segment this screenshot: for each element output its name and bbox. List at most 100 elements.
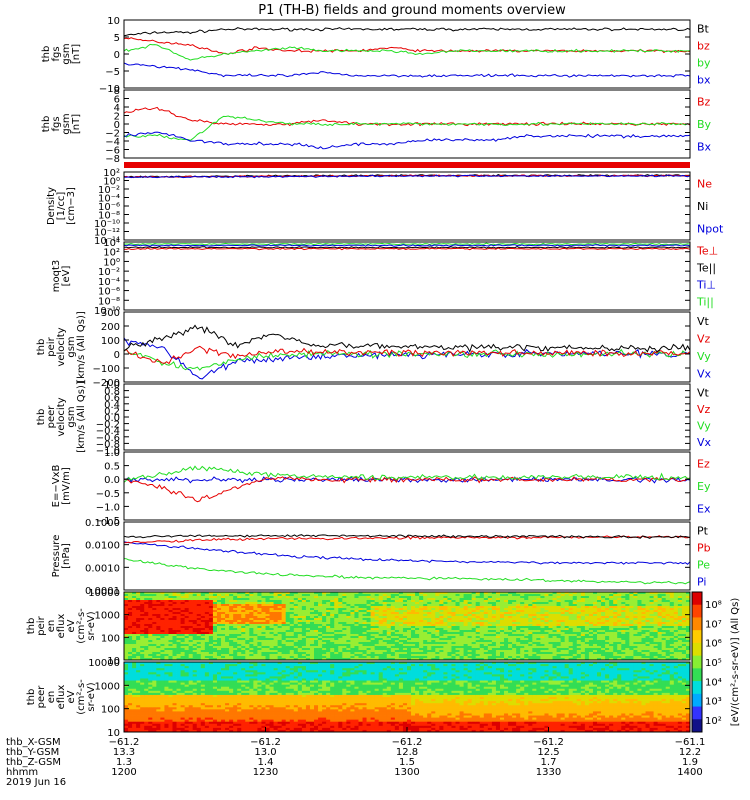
spectrogram-cell [407,624,412,627]
spectrogram-cell [512,642,517,645]
spectrogram-cell [520,614,525,617]
legend-entry: bz [697,40,710,53]
spectrogram-cell [532,656,537,659]
spectrogram-cell [196,638,202,641]
spectrogram-cell [140,628,145,631]
spectrogram-cell [520,600,525,603]
spectrogram-cell [544,640,549,643]
spectrogram-cell [305,630,311,633]
spectrogram-cell [314,642,319,645]
spectrogram-cell [334,650,339,653]
ytick-label: 0.2 [104,406,120,417]
spectrogram-cell [225,644,230,647]
spectrogram-cell [374,644,380,647]
spectrogram-cell [188,604,194,607]
spectrogram-cell [560,654,566,657]
spectrogram-cell [588,656,594,659]
spectrogram-cell [516,636,521,639]
spectrogram-cell [540,640,545,643]
spectrogram-cell [204,606,210,609]
spectrogram-cell [212,606,218,609]
spectrogram-cell [140,592,145,595]
spectrogram-cell [136,658,141,661]
legend-entry: Vt [697,315,710,328]
spectrogram-cell [309,648,315,651]
spectrogram-cell [273,632,279,635]
spectrogram-cell [588,616,594,619]
spectrogram-cell [285,606,291,609]
spectrogram-cell [560,646,566,649]
spectrogram-cell [597,626,602,629]
spectrogram-cell [601,602,606,605]
spectrogram-cell [124,644,129,647]
spectrogram-cell [297,648,303,651]
ylabel-line: thb [36,339,47,356]
spectrogram-cell [322,636,327,639]
spectrogram-cell [613,612,618,615]
spectrogram-cell [212,654,218,657]
spectrogram-cell [249,652,254,655]
spectrogram-cell [495,624,501,627]
spectrogram-cell [491,598,497,601]
spectrogram-cell [273,610,279,613]
spectrogram-cell [459,628,464,631]
spectrogram-cell [192,658,198,661]
spectrogram-cell [402,630,408,633]
spectrogram-cell [576,618,582,621]
spectrogram-cell [184,658,190,661]
spectrogram-cell [447,610,452,613]
spectrogram-cell [326,640,331,643]
spectrogram-cell [415,638,420,641]
spectrogram-cell [322,612,327,615]
spectrogram-cell [419,612,424,615]
ylabel-line: peir [46,336,57,356]
spectrogram-cell [281,604,287,607]
spectrogram-cell [253,604,258,607]
spectrogram-cell [467,596,473,599]
spectrogram-cell [362,636,367,639]
spectrogram-cell [479,658,485,661]
spectrogram-cell [164,654,169,657]
spectrogram-cell [216,608,222,611]
spectrogram-cell [455,616,460,619]
spectrogram-cell [402,608,408,611]
spectrogram-cell [540,642,545,645]
spectrogram-cell [229,642,234,645]
spectrogram-cell [354,592,359,595]
spectrogram-cell [499,640,505,643]
spectrogram-cell [342,622,347,625]
spectrogram-cell [216,616,222,619]
spectrogram-cell [475,636,481,639]
spectrogram-cell [435,608,440,611]
spectrogram-cell [229,648,234,651]
spectrogram-cell [297,622,303,625]
spectrogram-cell [536,596,541,599]
spectrogram-cell [342,644,347,647]
spectrogram-cell [309,598,315,601]
spectrogram-cell [342,634,347,637]
spectrogram-cell [374,636,380,639]
spectrogram-cell [483,600,489,603]
spectrogram-cell [334,632,339,635]
ytick-label: 8 [114,86,120,97]
spectrogram-cell [140,614,145,617]
spectrogram-cell [564,628,570,631]
spectrogram-cell [540,650,545,653]
spectrogram-cell [330,646,335,649]
spectrogram-cell [386,596,392,599]
spectrogram-cell [398,644,404,647]
spectrogram-cell [390,598,396,601]
spectrogram-cell [576,656,582,659]
spectrogram-cell [225,654,230,657]
spectrogram-cell [471,634,477,637]
spectrogram-cell [168,596,173,599]
spectrogram-cell [305,624,311,627]
spectrogram-cell [621,596,626,599]
spectrogram-cell [455,644,460,647]
spectrogram-cell [330,636,335,639]
spectrogram-cell [592,598,598,601]
spectrogram-cell [439,642,444,645]
spectrogram-cell [394,612,400,615]
spectrogram-cell [124,592,129,595]
spectrogram-cell [160,658,165,661]
